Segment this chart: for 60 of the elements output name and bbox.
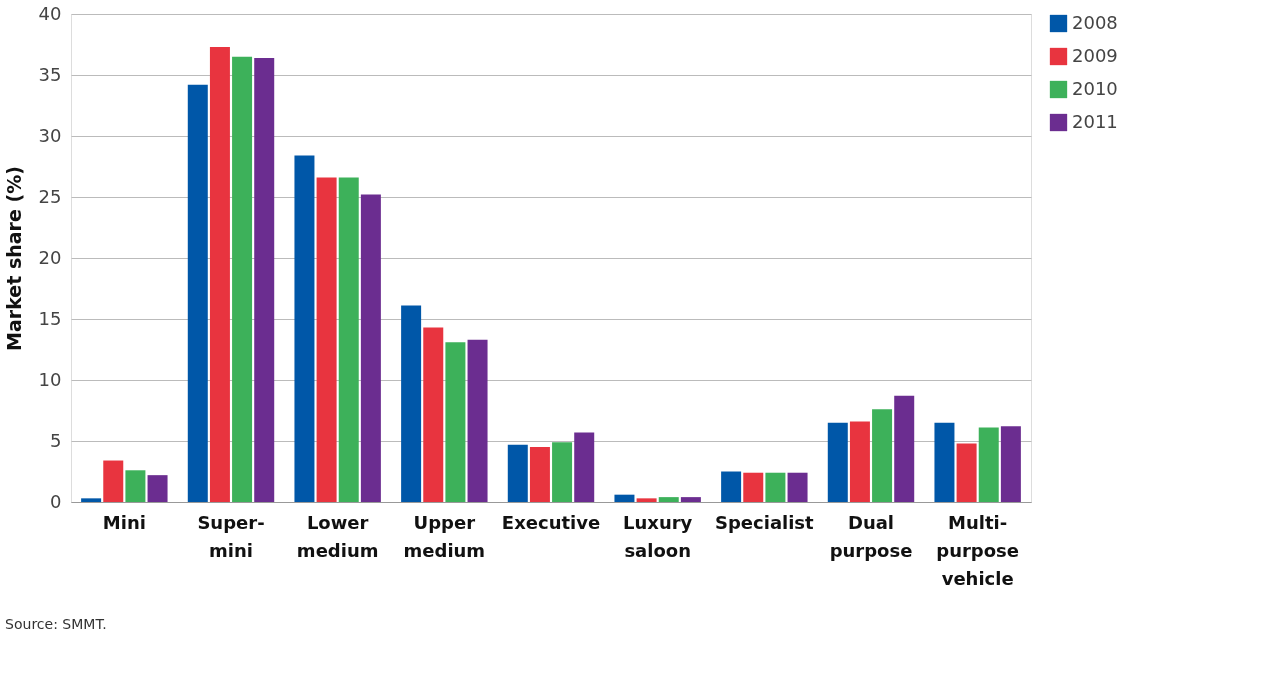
bar [721,471,742,502]
bar [187,84,208,502]
bar [614,494,635,502]
legend-label: 2010 [1072,77,1118,99]
bar [360,194,381,502]
bar [956,443,977,502]
bar [125,470,146,502]
bar [401,305,422,502]
y-tick-label: 5 [50,429,62,451]
bar [209,46,230,502]
source-note: Source: SMMT. [5,616,107,632]
y-tick-label: 40 [38,2,62,24]
x-tick-label: Executive [501,511,601,533]
bar [445,342,466,502]
legend-label: 2009 [1072,44,1118,66]
bar [81,498,102,502]
x-tick-label: Lower medium [296,511,379,561]
x-tick-label: Mini [102,511,146,533]
x-tick-label: Super-mini [197,511,265,561]
bar [636,498,657,502]
bar [103,460,124,502]
bar [552,442,573,502]
x-tick-label: Specialist [714,511,815,533]
x-tick-label: Luxury saloon [623,511,693,561]
bar [254,57,275,502]
bar [574,432,595,502]
y-tick-label: 20 [38,246,62,268]
bar [338,177,359,502]
y-tick-label: 30 [38,124,62,146]
bar [680,497,701,502]
bar [232,56,253,502]
y-tick-label: 0 [50,490,62,512]
y-tick-label: 10 [38,368,62,390]
y-tick-label: 25 [38,185,62,207]
bar [529,447,550,502]
x-tick-label: Multi-purpose vehicle [936,511,1020,589]
bar [827,422,848,502]
bar [934,422,955,502]
bar [872,409,893,502]
bar [467,339,488,502]
bar [743,472,764,502]
bar [316,177,337,502]
bar [978,427,999,502]
bar [147,475,168,502]
bar [423,327,444,502]
y-tick-label: 35 [38,63,62,85]
y-tick-label: 15 [38,307,62,329]
bar [787,472,808,502]
x-tick-label: Upper medium [403,511,486,561]
bar [294,155,315,502]
bar [1000,426,1021,502]
x-tick-label: Dual purpose [829,511,913,561]
y-axis-title: Market share (%) [2,166,25,351]
bar [658,497,679,502]
bar [894,395,915,502]
legend-label: 2008 [1072,11,1118,33]
bar [849,421,870,502]
legend-label: 2011 [1072,110,1118,132]
bar [507,444,528,502]
bar [765,472,786,502]
